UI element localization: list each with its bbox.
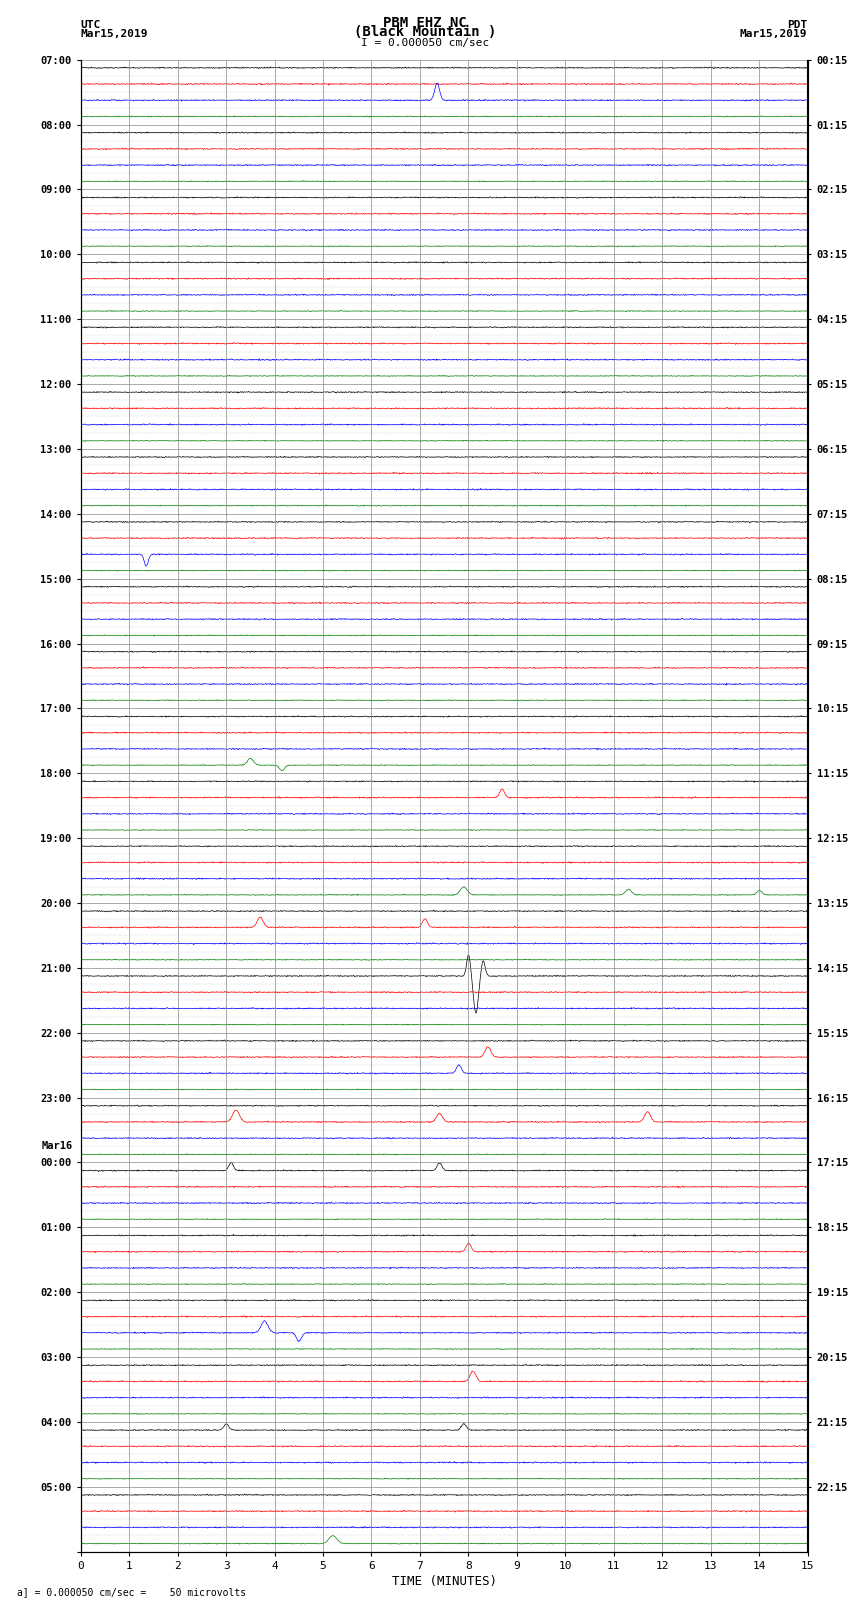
Text: PDT: PDT: [787, 19, 808, 31]
Text: PBM EHZ NC: PBM EHZ NC: [383, 16, 467, 31]
Text: Mar15,2019: Mar15,2019: [81, 29, 148, 39]
Text: (Black Mountain ): (Black Mountain ): [354, 24, 496, 39]
Text: Mar16: Mar16: [41, 1142, 72, 1152]
Text: a] = 0.000050 cm/sec =    50 microvolts: a] = 0.000050 cm/sec = 50 microvolts: [17, 1587, 246, 1597]
Text: I = 0.000050 cm/sec: I = 0.000050 cm/sec: [361, 37, 489, 47]
Text: UTC: UTC: [81, 19, 101, 31]
Text: Mar15,2019: Mar15,2019: [740, 29, 808, 39]
X-axis label: TIME (MINUTES): TIME (MINUTES): [392, 1574, 496, 1587]
